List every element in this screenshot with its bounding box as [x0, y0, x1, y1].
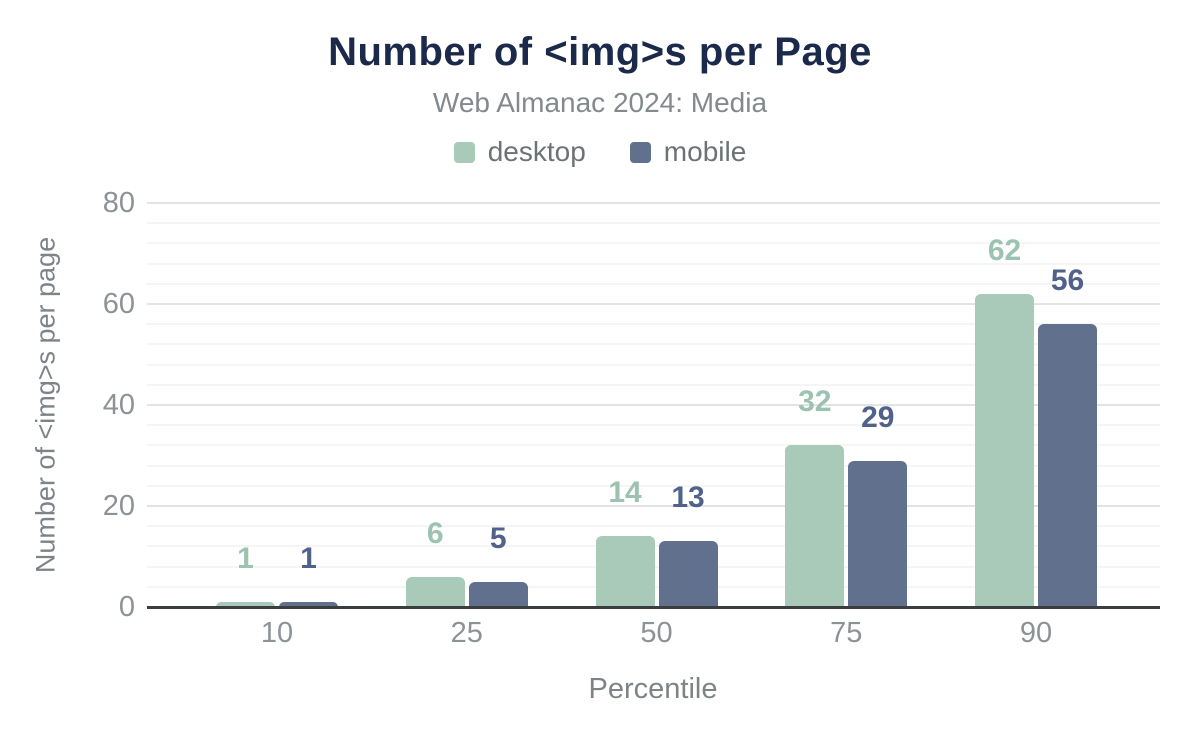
bar-value-label-desktop-p10: 1: [237, 541, 254, 575]
x-tick-label: 90: [1019, 617, 1053, 649]
x-axis-line: [147, 606, 1160, 609]
bar-value-label-desktop-p50: 14: [608, 476, 642, 510]
bar-value-label-mobile-p50: 13: [671, 481, 705, 515]
bar-value-label-mobile-p75: 29: [861, 400, 895, 434]
gridline-minor: [147, 262, 1160, 265]
y-tick-label: 80: [102, 187, 135, 219]
chart-legend: desktop mobile: [0, 136, 1200, 167]
gridline-major: [147, 303, 1160, 305]
gridline-minor: [147, 444, 1160, 447]
legend-item-mobile: mobile: [629, 136, 747, 167]
x-tick-label: 25: [450, 617, 483, 649]
gridline-minor: [147, 383, 1160, 386]
bar-desktop-p10: [216, 601, 275, 607]
x-tick-label: 75: [830, 617, 863, 649]
legend-swatch-desktop-icon: [453, 141, 475, 163]
y-tick-label: 20: [102, 490, 135, 522]
bar-value-label-desktop-p75: 32: [798, 385, 832, 419]
gridline-minor: [147, 323, 1160, 326]
bar-desktop-p25: [405, 576, 465, 607]
bar-mobile-p10: [279, 601, 338, 607]
bar-desktop-p50: [595, 536, 655, 607]
bar-desktop-p90: [975, 293, 1034, 607]
bar-value-label-desktop-p25: 6: [426, 516, 444, 550]
gridline-minor: [147, 484, 1160, 487]
bar-mobile-p50: [658, 541, 718, 607]
x-tick-label: 50: [640, 617, 673, 649]
bar-value-label-mobile-p25: 5: [489, 521, 507, 555]
bar-mobile-p75: [848, 460, 908, 607]
gridline-minor: [147, 464, 1160, 467]
bar-mobile-p25: [468, 581, 528, 607]
y-tick-label: 60: [102, 288, 135, 320]
gridline-major: [147, 202, 1160, 204]
gridline-minor: [147, 282, 1160, 285]
y-axis-title: Number of <img>s per page: [30, 236, 61, 574]
y-tick-label: 40: [102, 389, 135, 421]
gridline-minor: [147, 424, 1160, 427]
bar-value-label-desktop-p90: 62: [987, 233, 1022, 267]
legend-label: desktop: [487, 136, 586, 167]
bar-mobile-p90: [1038, 324, 1097, 607]
chart-subtitle: Web Almanac 2024: Media: [432, 87, 768, 118]
bar-value-label-mobile-p10: 1: [300, 541, 317, 575]
bar-value-label-mobile-p90: 56: [1050, 264, 1085, 298]
legend-label: mobile: [663, 136, 747, 167]
gridline-major: [147, 404, 1160, 406]
gridline-minor: [147, 363, 1160, 366]
legend-item-desktop: desktop: [453, 136, 586, 167]
gridline-minor: [147, 242, 1160, 245]
gridline-minor: [147, 525, 1160, 528]
bar-desktop-p75: [785, 445, 845, 607]
gridline-minor: [147, 222, 1160, 225]
gridline-minor: [147, 343, 1160, 346]
x-tick-label: 10: [260, 617, 294, 649]
chart-title: Number of <img>s per Page: [328, 30, 872, 74]
legend-swatch-mobile-icon: [629, 141, 651, 163]
gridline-major: [147, 505, 1160, 507]
y-tick-label: 0: [118, 591, 135, 623]
plot-area: 1 1 6 5 14 13 32 29 62 56: [147, 202, 1160, 609]
x-axis-title: Percentile: [588, 673, 718, 705]
